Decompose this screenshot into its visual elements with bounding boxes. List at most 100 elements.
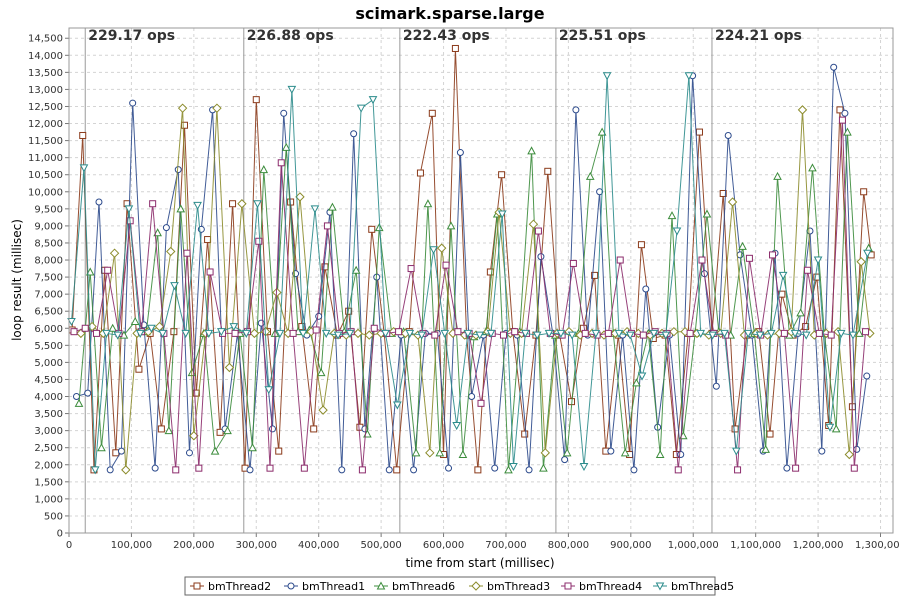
y-tick-label: 3,000 (34, 426, 63, 437)
data-point (620, 448, 630, 457)
data-point (356, 104, 366, 113)
y-tick-label: 14,000 (28, 51, 63, 62)
data-point (338, 466, 346, 474)
data-point (275, 329, 285, 338)
x-tick-label: 800,000 (548, 540, 589, 551)
data-point (90, 466, 100, 475)
data-point (351, 265, 361, 274)
data-point (562, 448, 572, 457)
data-point (162, 224, 170, 232)
data-point (417, 331, 427, 340)
data-point (79, 131, 87, 139)
y-tick-label: 8,000 (34, 256, 63, 267)
legend-item: bmThread6 (374, 580, 455, 593)
data-point (831, 424, 841, 433)
data-point (269, 425, 277, 433)
data-point (724, 131, 732, 139)
data-point (637, 241, 645, 249)
data-point (445, 464, 453, 472)
data-point (468, 393, 476, 401)
legend-box (184, 576, 716, 596)
data-point (109, 248, 120, 258)
y-tick-label: 4,000 (34, 392, 63, 403)
y-tick-label: 5,500 (34, 341, 63, 352)
x-tick-label: 300,000 (236, 540, 277, 551)
y-tick-label: 1,000 (34, 494, 63, 505)
legend-item: bmThread4 (561, 580, 642, 593)
plot-border (68, 27, 894, 534)
data-point (731, 425, 739, 433)
data-point (790, 329, 800, 338)
x-tick-label: 200,000 (173, 540, 214, 551)
data-point (778, 271, 788, 280)
data-point (591, 329, 601, 338)
data-point (333, 331, 343, 340)
data-point (255, 237, 263, 245)
data-point (368, 225, 376, 233)
data-point (471, 581, 481, 591)
x-tick-label: 400,000 (298, 540, 339, 551)
data-point (323, 222, 331, 230)
x-tick-label: 500,000 (360, 540, 401, 551)
data-point (170, 282, 179, 291)
data-point (407, 265, 415, 273)
data-point (669, 326, 679, 337)
y-tick-label: 6,000 (34, 324, 63, 335)
data-point (442, 261, 450, 269)
x-tick-label: 600,000 (423, 540, 464, 551)
legend-label: bmThread1 (302, 580, 365, 593)
data-point (266, 464, 274, 472)
legend: bmThread2 bmThread1 bmThread6 bmThread3 bmTh… (184, 576, 734, 596)
data-point (830, 63, 838, 71)
data-point (486, 329, 496, 338)
data-point (780, 329, 788, 337)
y-tick-label: 13,500 (28, 68, 63, 79)
x-tick-label: 1,200,000 (793, 540, 844, 551)
data-point (117, 447, 125, 455)
data-point (229, 323, 239, 332)
data-point (702, 209, 712, 218)
data-point (440, 329, 450, 338)
data-point (766, 329, 776, 338)
series-bmThread5 (67, 72, 872, 475)
y-tick-label: 5,000 (34, 358, 63, 369)
data-point (416, 169, 424, 177)
data-point (695, 128, 703, 136)
data-point (818, 447, 826, 455)
data-point (298, 329, 308, 338)
data-point (411, 448, 421, 457)
data-point (604, 329, 612, 337)
y-tick-label: 500 (44, 511, 63, 522)
data-point (381, 329, 390, 338)
data-point (249, 328, 260, 339)
data-point (572, 106, 580, 114)
series-layer (67, 44, 875, 475)
data-point (540, 448, 551, 458)
data-point (79, 164, 89, 173)
data-point (153, 228, 162, 237)
data-point (596, 188, 604, 196)
data-point (475, 331, 485, 340)
data-point (630, 466, 638, 474)
data-point (745, 254, 753, 262)
data-point (95, 198, 103, 206)
data-point (177, 103, 188, 113)
data-point (204, 329, 214, 338)
data-point (860, 188, 868, 196)
data-point (374, 223, 384, 232)
data-point (72, 393, 80, 401)
data-point (151, 464, 159, 472)
data-point (862, 328, 870, 336)
data-point (607, 447, 615, 455)
data-point (130, 316, 140, 325)
data-point (210, 446, 220, 455)
iteration-label: 229.17 ops (88, 28, 175, 44)
data-point (328, 202, 337, 211)
data-point (108, 323, 118, 332)
data-point (395, 328, 403, 336)
data-point (532, 331, 542, 340)
data-point (561, 456, 569, 464)
data-point (368, 96, 378, 105)
data-point (602, 72, 612, 81)
data-point (836, 329, 846, 338)
